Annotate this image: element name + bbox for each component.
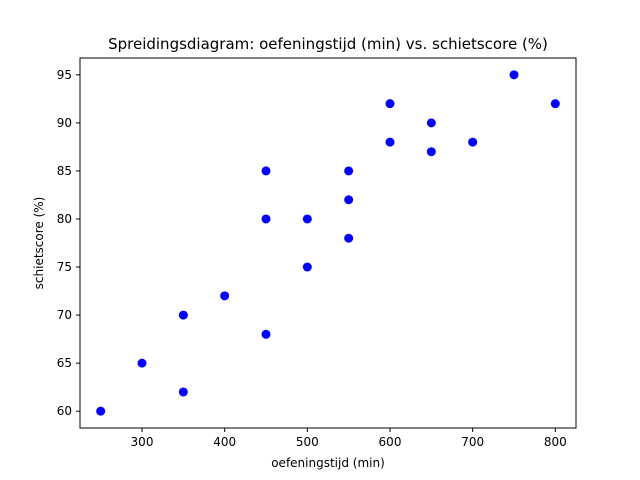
data-point: [509, 70, 519, 80]
y-tick-label: 85: [57, 164, 72, 178]
data-point: [426, 118, 436, 128]
y-tick-label: 70: [57, 308, 72, 322]
data-point: [468, 137, 478, 147]
data-point: [137, 358, 147, 368]
data-point: [261, 166, 271, 176]
y-tick-label: 65: [57, 356, 72, 370]
y-tick-label: 95: [57, 68, 72, 82]
ticks-layer: 300 400 500 600 700 800 60 65 70 75 80 85 90 95: [57, 68, 567, 449]
x-tick-label: 300: [131, 435, 154, 449]
data-point: [385, 99, 395, 109]
data-point: [96, 406, 106, 416]
x-tick-label: 400: [213, 435, 236, 449]
data-point: [426, 147, 436, 157]
x-tick-label: 800: [544, 435, 567, 449]
data-point: [344, 166, 354, 176]
points-layer: [96, 70, 560, 416]
y-tick-label: 60: [57, 404, 72, 418]
x-tick-label: 500: [296, 435, 319, 449]
data-point: [178, 387, 188, 397]
data-point: [550, 99, 560, 109]
x-axis-label: oefeningstijd (min): [271, 456, 385, 470]
data-point: [385, 137, 395, 147]
x-tick-label: 700: [461, 435, 484, 449]
plot-frame: [79, 57, 577, 429]
y-tick-label: 80: [57, 212, 72, 226]
data-point: [344, 233, 354, 243]
data-point: [344, 195, 354, 205]
data-point: [178, 310, 188, 320]
data-point: [302, 214, 312, 224]
data-point: [261, 329, 271, 339]
y-tick-label: 90: [57, 116, 72, 130]
x-tick-label: 600: [379, 435, 402, 449]
y-axis-label: schietscore (%): [32, 197, 46, 290]
data-point: [302, 262, 312, 272]
data-point: [220, 291, 230, 301]
chart-title: Spreidingsdiagram: oefeningstijd (min) v…: [108, 35, 548, 53]
data-point: [261, 214, 271, 224]
y-tick-label: 75: [57, 260, 72, 274]
